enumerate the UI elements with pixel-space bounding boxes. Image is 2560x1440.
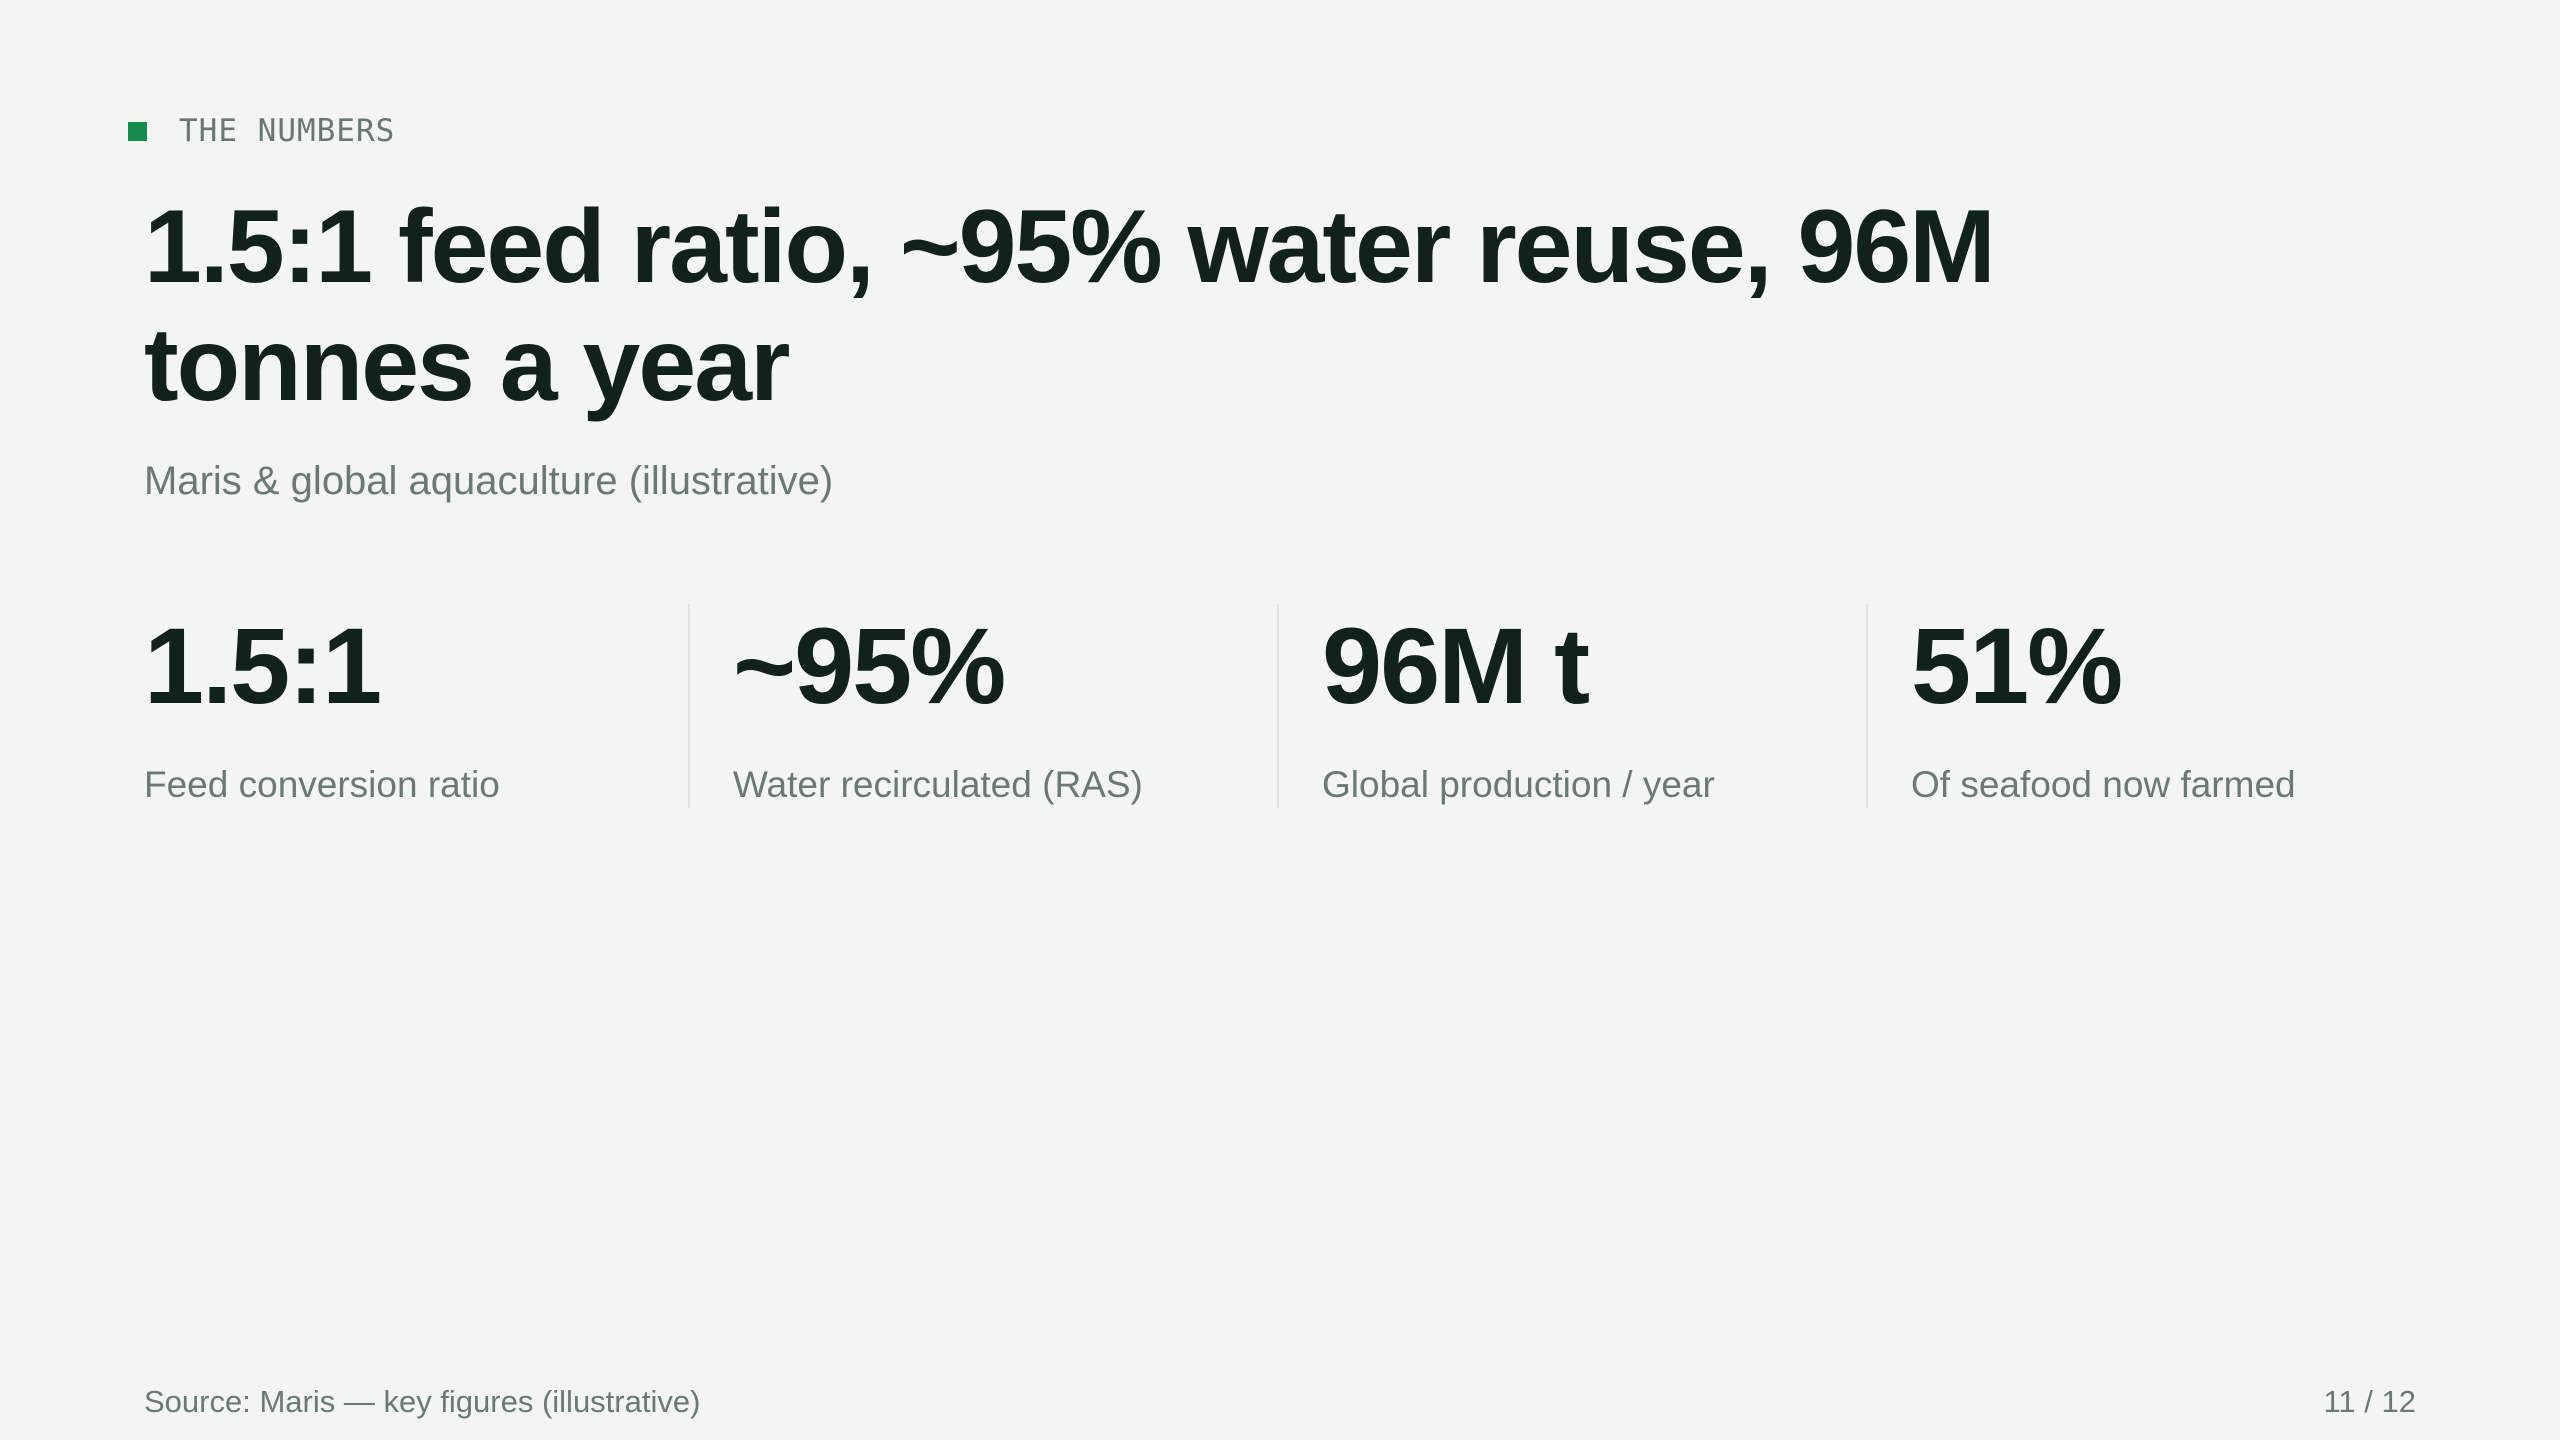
- green-square-icon: [128, 121, 147, 141]
- section-kicker: THE NUMBERS: [128, 108, 395, 154]
- slide-title: 1.5:1 feed ratio, ~95% water reuse, 96M …: [144, 189, 1996, 423]
- stat-water-recirculated: ~95% Water recirculated (RAS): [688, 604, 1277, 808]
- source-note: Source: Maris — key figures (illustrativ…: [144, 1384, 701, 1419]
- stat-divider: [1866, 604, 1868, 808]
- stat-divider: [1277, 604, 1279, 808]
- kicker-label: THE NUMBERS: [179, 113, 396, 149]
- key-figures: 1.5:1 Feed conversion ratio ~95% Water r…: [144, 604, 2416, 808]
- stat-feed-conversion-ratio: 1.5:1 Feed conversion ratio: [144, 604, 688, 808]
- stat-divider: [688, 604, 690, 808]
- stat-value: 96M t: [1322, 605, 1590, 726]
- stat-value: ~95%: [733, 605, 1006, 726]
- stat-label: Feed conversion ratio: [144, 764, 500, 805]
- stat-label: Global production / year: [1322, 764, 1715, 805]
- stat-label: Water recirculated (RAS): [733, 764, 1143, 805]
- stat-value: 51%: [1911, 605, 2123, 726]
- stat-label: Of seafood now farmed: [1911, 764, 2296, 805]
- stat-global-production: 96M t Global production / year: [1277, 604, 1866, 808]
- slide-subtitle: Maris & global aquaculture (illustrative…: [144, 459, 834, 503]
- stat-seafood-farmed: 51% Of seafood now farmed: [1866, 604, 2416, 808]
- page-number: 11 / 12: [2323, 1384, 2416, 1419]
- stat-value: 1.5:1: [144, 605, 382, 726]
